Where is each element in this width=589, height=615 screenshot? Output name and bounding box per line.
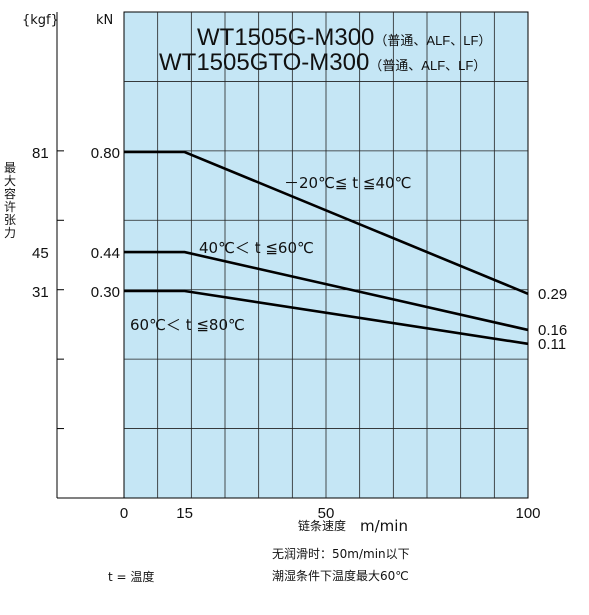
y-tick-label-kgf: 45 xyxy=(32,245,49,262)
series-label-3: 60℃＜ t ≦80℃ xyxy=(130,316,245,334)
chart-title-main: WT1505GTO-M300 xyxy=(159,49,369,76)
series-label-1: －20℃≦ t ≦40℃ xyxy=(284,174,411,192)
footnote-temperature: t = 温度 xyxy=(108,569,154,584)
x-tick-label: 100 xyxy=(515,505,540,522)
y-tick-label-kgf: 81 xyxy=(32,145,49,162)
y-axis-label-char: 最 xyxy=(4,161,16,175)
y-axis-label-char: 张 xyxy=(4,213,16,227)
series-line-3 xyxy=(124,289,529,346)
note-humidity: 潮湿条件下温度最大60℃ xyxy=(272,568,409,583)
x-axis-label: 链条速度 xyxy=(298,518,346,533)
y-axis-label-char: 大 xyxy=(4,174,16,188)
y-unit-kn: kN xyxy=(96,13,113,28)
x-axis-unit: m/min xyxy=(360,517,408,535)
y-tick-label-kn: 0.30 xyxy=(91,284,120,301)
chart-title-line-1: WT1505G-M300（普通、ALF、LF） xyxy=(197,24,491,51)
chart-texts: 0.29 0.160.11 －20℃≦ t ≦40℃ 40℃＜ t ≦60℃ 60℃＜ … xyxy=(4,13,567,584)
series-line-2 xyxy=(124,250,529,332)
x-tick-label: 15 xyxy=(176,505,193,522)
series-end-label-2: 0.16 xyxy=(538,322,567,339)
note-lubrication: 无润滑时：50m/min以下 xyxy=(272,547,410,561)
series-end-label-1: 0.29 xyxy=(538,286,567,303)
series-line-1 xyxy=(124,150,529,295)
x-tick-label: 0 xyxy=(120,505,128,522)
grid-lines xyxy=(124,12,528,498)
y-tick-label-kn: 0.80 xyxy=(91,145,120,162)
chart-title-suffix: （普通、ALF、LF） xyxy=(374,33,491,48)
series-label-2: 40℃＜ t ≦60℃ xyxy=(199,239,314,257)
y-tick-label-kn: 0.44 xyxy=(91,245,120,262)
chart-title-line-2: WT1505GTO-M300（普通、ALF、LF） xyxy=(159,49,486,76)
series-end-label-3: 0.11 xyxy=(538,336,566,353)
series-lines xyxy=(124,150,529,346)
y-tick-label-kgf: 31 xyxy=(32,284,49,301)
y-axis-label-char: 许 xyxy=(4,200,16,214)
y-axis-label-char: 力 xyxy=(4,226,16,240)
chart-title-suffix: （普通、ALF、LF） xyxy=(369,58,486,73)
chart-title-main: WT1505G-M300 xyxy=(197,24,374,51)
y-unit-kgf: {kgf} xyxy=(22,13,59,28)
y-axis-label-char: 容 xyxy=(4,186,16,201)
x-tick-label: 50 xyxy=(318,505,335,522)
